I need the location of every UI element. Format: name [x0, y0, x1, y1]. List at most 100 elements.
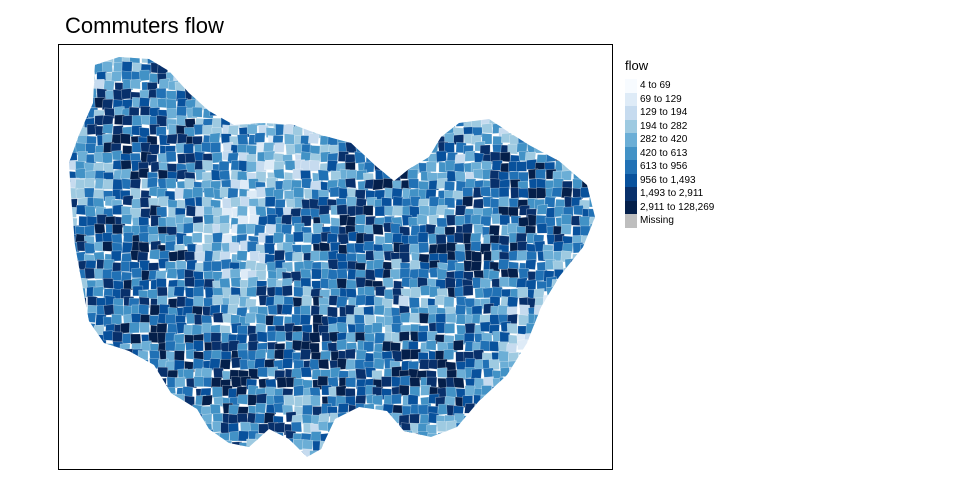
legend-item: 194 to 282 — [625, 119, 714, 133]
commune-cell — [78, 415, 90, 427]
commune-cell — [591, 124, 595, 135]
commune-cell — [462, 448, 473, 457]
commune-cell — [383, 458, 394, 469]
commune-cell — [69, 451, 79, 457]
commune-cell — [301, 115, 313, 127]
commune-cell — [69, 350, 78, 362]
commune-cell — [169, 45, 179, 55]
commune-cell — [210, 57, 222, 65]
commune-cell — [203, 460, 213, 469]
commune-cell — [578, 132, 590, 144]
commune-cell — [599, 226, 610, 237]
commune-cell — [336, 278, 348, 289]
commune-cell — [464, 468, 474, 469]
commune-cell — [186, 71, 197, 82]
commune-cell — [355, 368, 367, 380]
commune-cell — [426, 106, 438, 118]
commune-cell — [354, 359, 366, 370]
commune-cell — [104, 423, 116, 435]
commune-cell — [130, 387, 142, 400]
commune-cell — [489, 178, 501, 190]
commune-cell — [536, 406, 548, 418]
commune-cell — [590, 134, 595, 146]
commune-cell — [519, 412, 531, 423]
commune-cell — [598, 450, 609, 461]
commune-cell — [158, 422, 170, 434]
commune-cell — [282, 78, 294, 89]
commune-cell — [221, 90, 233, 102]
commune-cell — [596, 81, 607, 91]
commune-cell — [293, 439, 304, 451]
commune-cell — [374, 125, 385, 137]
commune-cell — [69, 289, 80, 301]
commune-cell — [408, 90, 420, 102]
commune-cell — [247, 241, 258, 253]
commune-cell — [516, 161, 527, 172]
commune-cell — [292, 89, 304, 101]
commune-cell — [338, 81, 350, 93]
commune-cell — [608, 295, 612, 305]
commune-cell — [599, 92, 609, 103]
commune-cell — [570, 287, 582, 298]
commune-cell — [570, 415, 582, 427]
commune-cell — [300, 366, 312, 378]
commune-cell — [606, 178, 612, 188]
commune-cell — [148, 433, 160, 445]
commune-cell — [211, 439, 223, 450]
commune-cell — [76, 57, 88, 65]
commune-cell — [174, 439, 186, 452]
commune-cell — [348, 124, 360, 135]
commune-cell — [301, 46, 311, 56]
commune-cell — [561, 466, 572, 469]
commune-cell — [480, 424, 492, 436]
commune-cell — [473, 422, 485, 435]
commune-cell — [311, 268, 322, 280]
commune-cell — [606, 61, 612, 71]
commune-cell — [69, 343, 79, 355]
commune-cell — [95, 424, 106, 436]
commune-cell — [69, 232, 71, 244]
commune-cell — [579, 322, 591, 333]
commune-cell — [499, 276, 510, 288]
commune-cell — [519, 421, 531, 433]
commune-cell — [492, 378, 504, 390]
commune-cell — [546, 352, 558, 363]
commune-cell — [573, 406, 585, 417]
commune-cell — [69, 367, 71, 379]
commune-cell — [103, 396, 115, 409]
commune-cell — [336, 322, 348, 334]
commune-cell — [94, 466, 104, 469]
commune-cell — [364, 422, 376, 434]
commune-cell — [599, 334, 610, 344]
commune-cell — [500, 415, 511, 427]
commune-cell — [479, 321, 491, 332]
commune-cell — [248, 368, 260, 380]
commune-cell — [329, 118, 341, 130]
commune-cell — [166, 268, 178, 279]
commune-cell — [310, 395, 321, 407]
commune-cell — [113, 46, 123, 56]
commune-cell — [462, 107, 473, 118]
commune-cell — [571, 393, 583, 404]
commune-cell — [480, 88, 491, 100]
commune-cell — [481, 63, 493, 76]
commune-cell — [136, 386, 149, 399]
commune-cell — [463, 96, 476, 107]
commune-cell — [140, 412, 151, 423]
commune-cell — [399, 124, 411, 135]
commune-cell — [254, 413, 266, 424]
commune-cell — [246, 438, 258, 450]
commune-cell — [483, 404, 494, 417]
commune-cell — [69, 413, 71, 425]
commune-cell — [149, 404, 161, 416]
commune-cell — [399, 57, 410, 64]
commune-cell — [573, 143, 585, 155]
commune-cell — [400, 107, 412, 118]
commune-cell — [479, 440, 491, 452]
commune-cell — [96, 376, 107, 388]
commune-cell — [337, 459, 348, 469]
commune-cell — [291, 421, 302, 433]
legend-item: 956 to 1,493 — [625, 173, 714, 187]
commune-cell — [355, 349, 367, 361]
commune-cell — [309, 331, 321, 343]
